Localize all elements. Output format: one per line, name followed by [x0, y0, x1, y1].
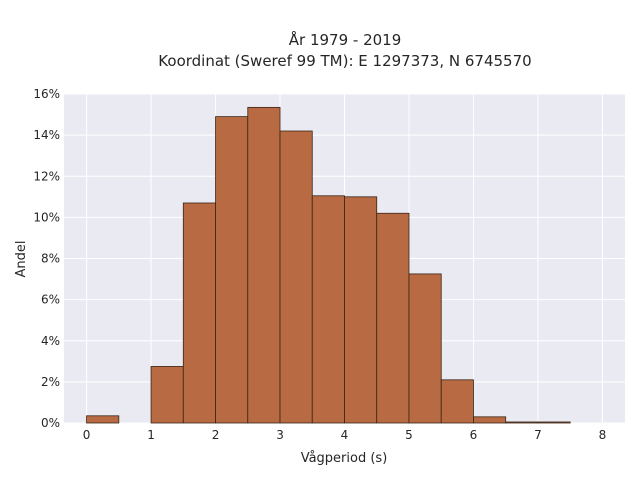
x-tick-label: 6	[470, 428, 478, 442]
x-axis-label: Vågperiod (s)	[301, 451, 388, 466]
bars	[86, 106, 571, 424]
histogram-bar	[311, 195, 345, 424]
x-axis-ticks: 0 1 2 3 4 5 6 7 8	[83, 428, 607, 442]
histogram-bar	[344, 196, 378, 424]
x-tick-label: 1	[147, 428, 155, 442]
y-tick-label: 10%	[33, 210, 60, 224]
histogram-bar	[440, 379, 474, 424]
x-tick-label: 3	[276, 428, 284, 442]
y-tick-label: 2%	[41, 375, 60, 389]
histogram-bar	[279, 130, 313, 424]
y-tick-label: 16%	[33, 87, 60, 101]
histogram-bar	[505, 421, 539, 424]
x-tick-label: 4	[341, 428, 349, 442]
chart-title-line1: År 1979 - 2019	[289, 30, 402, 49]
histogram-bar	[150, 366, 184, 424]
x-tick-label: 2	[212, 428, 220, 442]
histogram-bar	[215, 116, 249, 424]
histogram-bar	[408, 273, 442, 424]
x-tick-label: 0	[83, 428, 91, 442]
x-tick-label: 8	[599, 428, 607, 442]
histogram-bar	[537, 421, 571, 424]
y-tick-label: 0%	[41, 416, 60, 430]
histogram-bar	[182, 202, 216, 424]
y-tick-label: 8%	[41, 252, 60, 266]
x-tick-label: 7	[534, 428, 542, 442]
y-axis-label: Andel	[14, 241, 29, 278]
y-tick-label: 6%	[41, 293, 60, 307]
y-tick-label: 4%	[41, 334, 60, 348]
chart-title-line2: Koordinat (Sweref 99 TM): E 1297373, N 6…	[158, 52, 531, 70]
histogram-bar	[247, 106, 281, 424]
y-axis-ticks: 0% 2% 4% 6% 8% 10% 12% 14% 16%	[33, 87, 60, 430]
histogram-bar	[86, 415, 120, 424]
histogram-bar	[473, 416, 507, 424]
histogram-bar	[376, 212, 410, 424]
y-tick-label: 14%	[33, 128, 60, 142]
x-tick-label: 5	[405, 428, 413, 442]
y-tick-label: 12%	[33, 169, 60, 183]
